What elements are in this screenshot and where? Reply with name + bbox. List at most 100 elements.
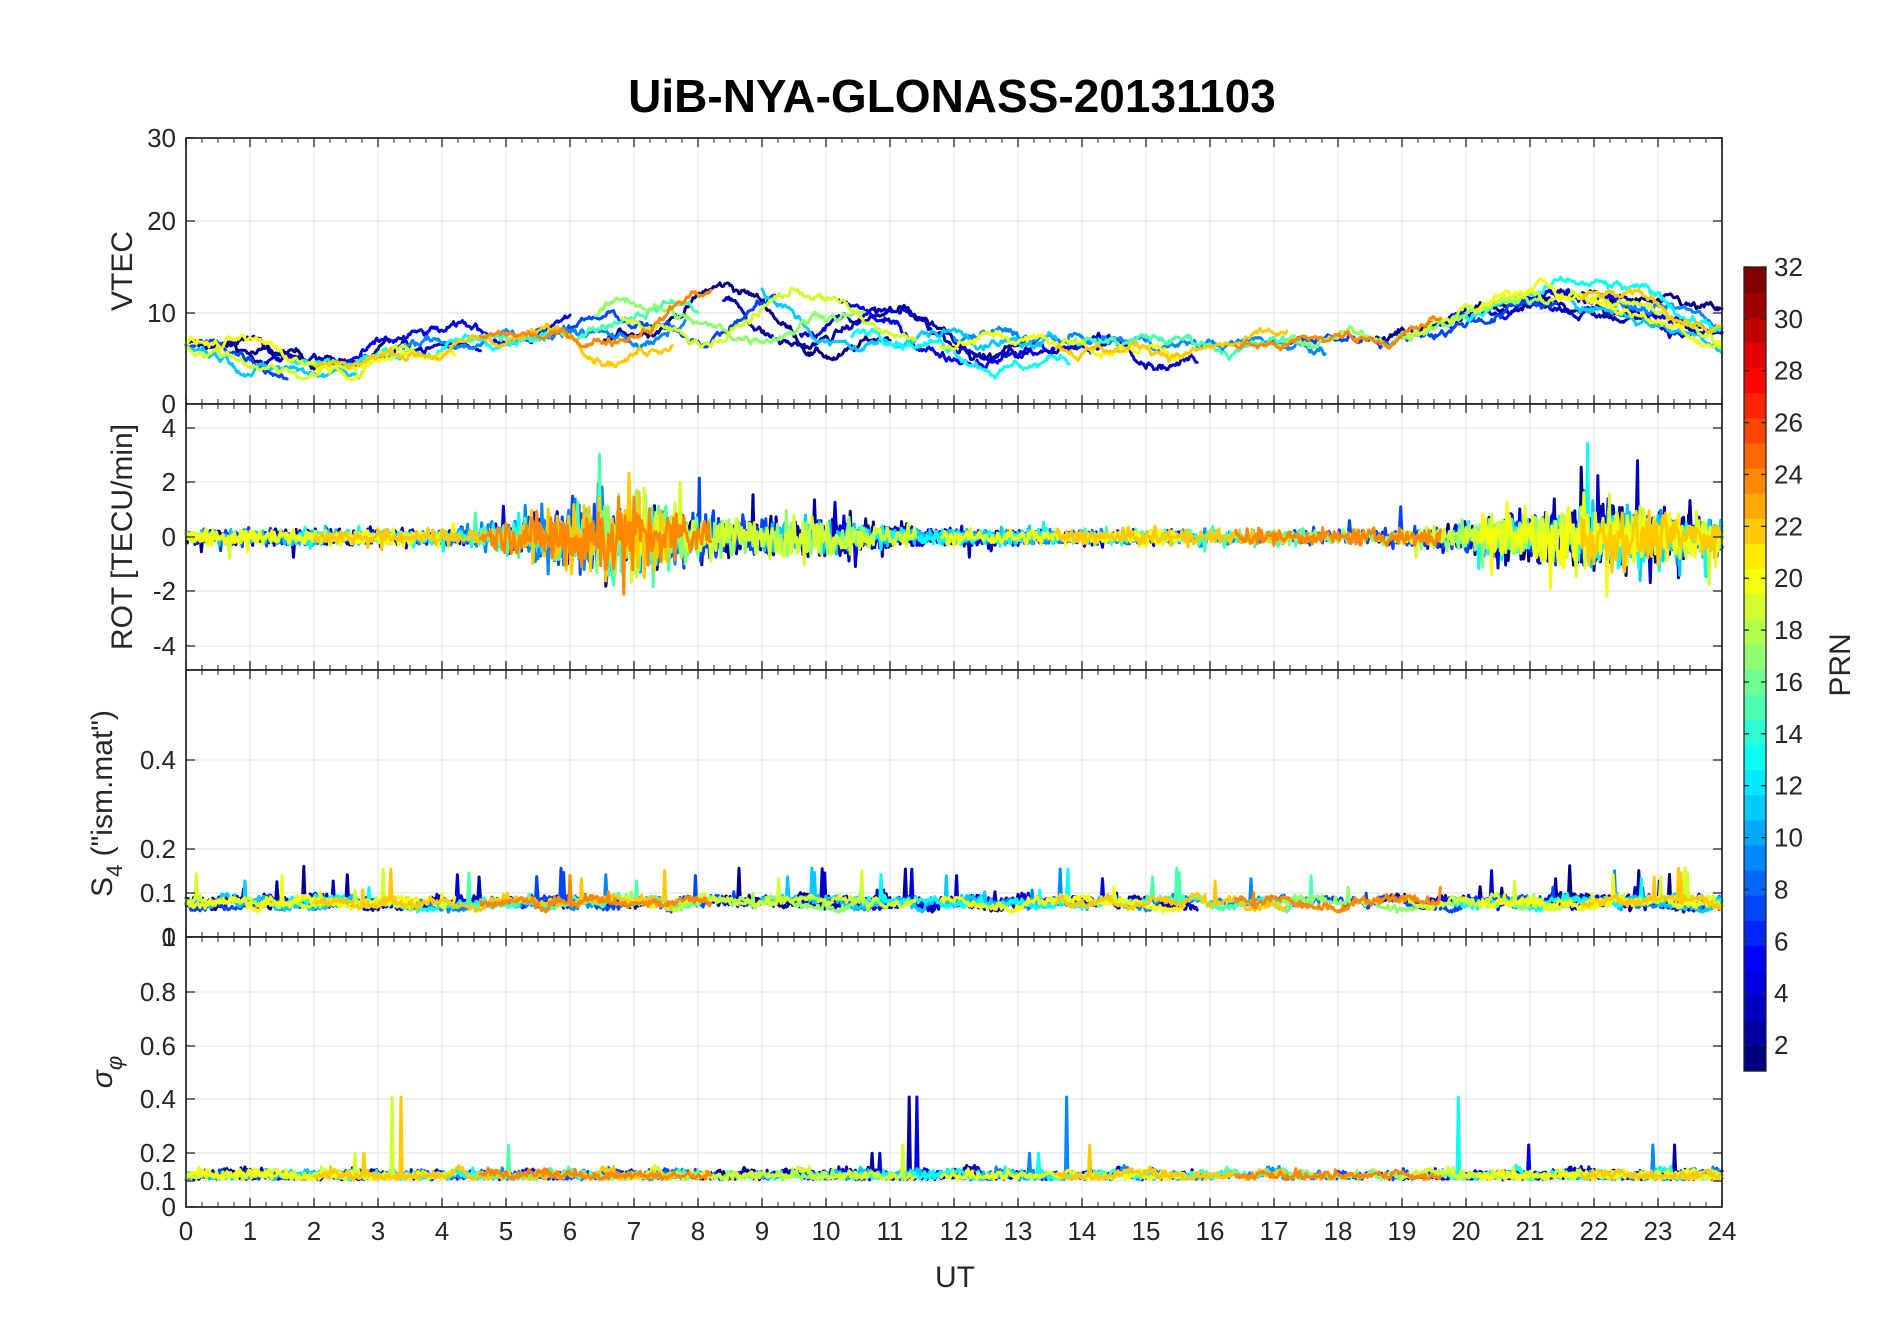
colorbar-tick-label: 26: [1774, 408, 1803, 438]
x-tick-label: 17: [1260, 1216, 1289, 1246]
x-tick-label: 10: [812, 1216, 841, 1246]
colorbar-segment: [1744, 870, 1766, 896]
colorbar-tick-label: 32: [1774, 252, 1803, 282]
x-tick-label: 13: [1004, 1216, 1033, 1246]
y-tick-label-sigma_phi: 0: [162, 1192, 176, 1222]
colorbar-tick-label: 10: [1774, 823, 1803, 853]
y-tick-label-vtec: 20: [147, 206, 176, 236]
x-tick-label: 5: [499, 1216, 513, 1246]
x-tick-label: 21: [1516, 1216, 1545, 1246]
colorbar-tick-label: 4: [1774, 978, 1788, 1008]
x-tick-label: 20: [1452, 1216, 1481, 1246]
x-tick-label: 6: [563, 1216, 577, 1246]
y-tick-label-sigma_phi: 1: [162, 922, 176, 952]
y-tick-label-vtec: 0: [162, 389, 176, 419]
series-vtec-prn-11-pass-3: [1566, 297, 1724, 355]
colorbar-segment: [1744, 995, 1766, 1022]
series-sigma_phi-prn-22-pass-3: [1579, 1168, 1724, 1181]
colorbar-segment: [1744, 543, 1766, 570]
x-tick-label: 1: [243, 1216, 257, 1246]
x-axis-label: UT: [935, 1261, 975, 1294]
series-vtec-prn-17-pass-1: [594, 296, 866, 346]
series-vtec-prn-13-pass-2: [850, 327, 1071, 380]
x-tick-label: 11: [877, 1216, 904, 1246]
y-tick-label-rot: 2: [162, 467, 176, 497]
colorbar-tick-label: 2: [1774, 1030, 1788, 1060]
colorbar-tick-label: 18: [1774, 615, 1803, 645]
x-tick-label: 8: [691, 1216, 705, 1246]
colorbar-tick-label: 8: [1774, 874, 1788, 904]
series-s4-prn-24-pass-2: [1234, 886, 1442, 914]
x-tick-label: 14: [1068, 1216, 1097, 1246]
colorbar-segment: [1744, 694, 1766, 720]
colorbar-segment: [1744, 317, 1766, 343]
colorbar-segment: [1744, 267, 1766, 293]
series-s4-prn-22-pass-3: [1579, 866, 1724, 912]
panel-vtec: 30 20 10 0 VTEC: [106, 123, 1724, 419]
x-tick-label: 24: [1708, 1216, 1737, 1246]
colorbar-tick-label: 28: [1774, 356, 1803, 386]
y-tick-label-sigma_phi: 0.1: [140, 1166, 176, 1196]
series-vtec-prn-19-pass-2: [619, 286, 918, 349]
x-tick-label: 7: [627, 1216, 641, 1246]
x-tick-label: 22: [1580, 1216, 1609, 1246]
y-tick-label-s4: 0: [162, 922, 176, 952]
series-rot-prn-24-pass-1: [478, 495, 713, 596]
colorbar-tick-label: 24: [1774, 459, 1803, 489]
series-sigma_phi-prn-24-pass-2: [1234, 1167, 1442, 1182]
colorbar-segment: [1744, 669, 1766, 695]
y-tick-label-s4: 0.4: [140, 745, 176, 775]
x-axis-tick-labels: 0 1 2 3 4 5 6 7 8 9 10 11 12 13 14 15 16 17 18 19 20 21 22 23 24: [179, 1216, 1737, 1246]
panel-rot: 4 2 0 -2 -4 ROT [TECU/min]: [106, 403, 1724, 671]
ticks-s4: [185, 670, 1723, 938]
x-tick-label: 23: [1644, 1216, 1673, 1246]
y-tick-label-sigma_phi: 0.4: [140, 1084, 176, 1114]
y-axis-label-sigma_phi: σφ: [86, 1056, 127, 1088]
series-rot-prn-24-pass-2: [1234, 526, 1442, 548]
colorbar-segment: [1744, 769, 1766, 796]
colorbar-segment: [1744, 392, 1766, 419]
series-s4-prn-20-pass-3: [1477, 873, 1724, 912]
colorbar-segment: [1744, 1020, 1766, 1047]
series-vtec-prn-3-pass-2: [798, 306, 1199, 372]
series-s4-prn-22-pass-2: [1054, 879, 1289, 912]
colorbar-segment: [1744, 493, 1766, 519]
chart-title: UiB-NYA-GLONASS-20131103: [628, 70, 1276, 122]
colorbar-tick-label: 14: [1774, 719, 1803, 749]
x-tick-label: 15: [1132, 1216, 1161, 1246]
colorbar-tick-label: 12: [1774, 771, 1803, 801]
y-tick-label-s4: 0.2: [140, 834, 176, 864]
x-tick-label: 2: [307, 1216, 321, 1246]
ticks-vtec: [185, 137, 1723, 405]
x-tick-label: 18: [1324, 1216, 1353, 1246]
colorbar-tick-label: 6: [1774, 926, 1788, 956]
y-tick-label-sigma_phi: 0.6: [140, 1031, 176, 1061]
y-tick-label-rot: -2: [153, 576, 176, 606]
series-vtec-prn-24-pass-2: [1234, 315, 1442, 352]
series-s4-prn-24-pass-1: [478, 874, 713, 914]
series-group-vtec: [184, 275, 1724, 382]
series-vtec-prn-20-pass-3: [1477, 277, 1724, 349]
series-vtec-prn-22-pass-1: [312, 322, 674, 371]
colorbar-tick-label: 16: [1774, 667, 1803, 697]
x-tick-label: 0: [179, 1216, 193, 1246]
x-tick-label: 16: [1196, 1216, 1225, 1246]
colorbar-segment: [1744, 844, 1766, 871]
series-s4-prn-22-pass-1: [312, 867, 674, 913]
y-tick-label-vtec: 30: [147, 123, 176, 153]
y-tick-label-rot: 0: [162, 522, 176, 552]
y-tick-label-rot: 4: [162, 413, 176, 443]
series-vtec-prn-22-pass-3: [1579, 287, 1724, 335]
colorbar-segment: [1744, 945, 1766, 972]
panel-s4: 0.4 0.2 0.1 0 S4 ("ism.mat"): [86, 669, 1724, 952]
x-tick-label: 12: [940, 1216, 969, 1246]
series-vtec-prn-15-pass-2: [1067, 332, 1314, 361]
series-vtec-prn-4-pass-2: [837, 298, 1122, 372]
colorbar-segment: [1744, 618, 1766, 645]
x-tick-label: 19: [1388, 1216, 1417, 1246]
series-group-s4: [184, 864, 1724, 914]
colorbar-segment: [1744, 643, 1766, 670]
